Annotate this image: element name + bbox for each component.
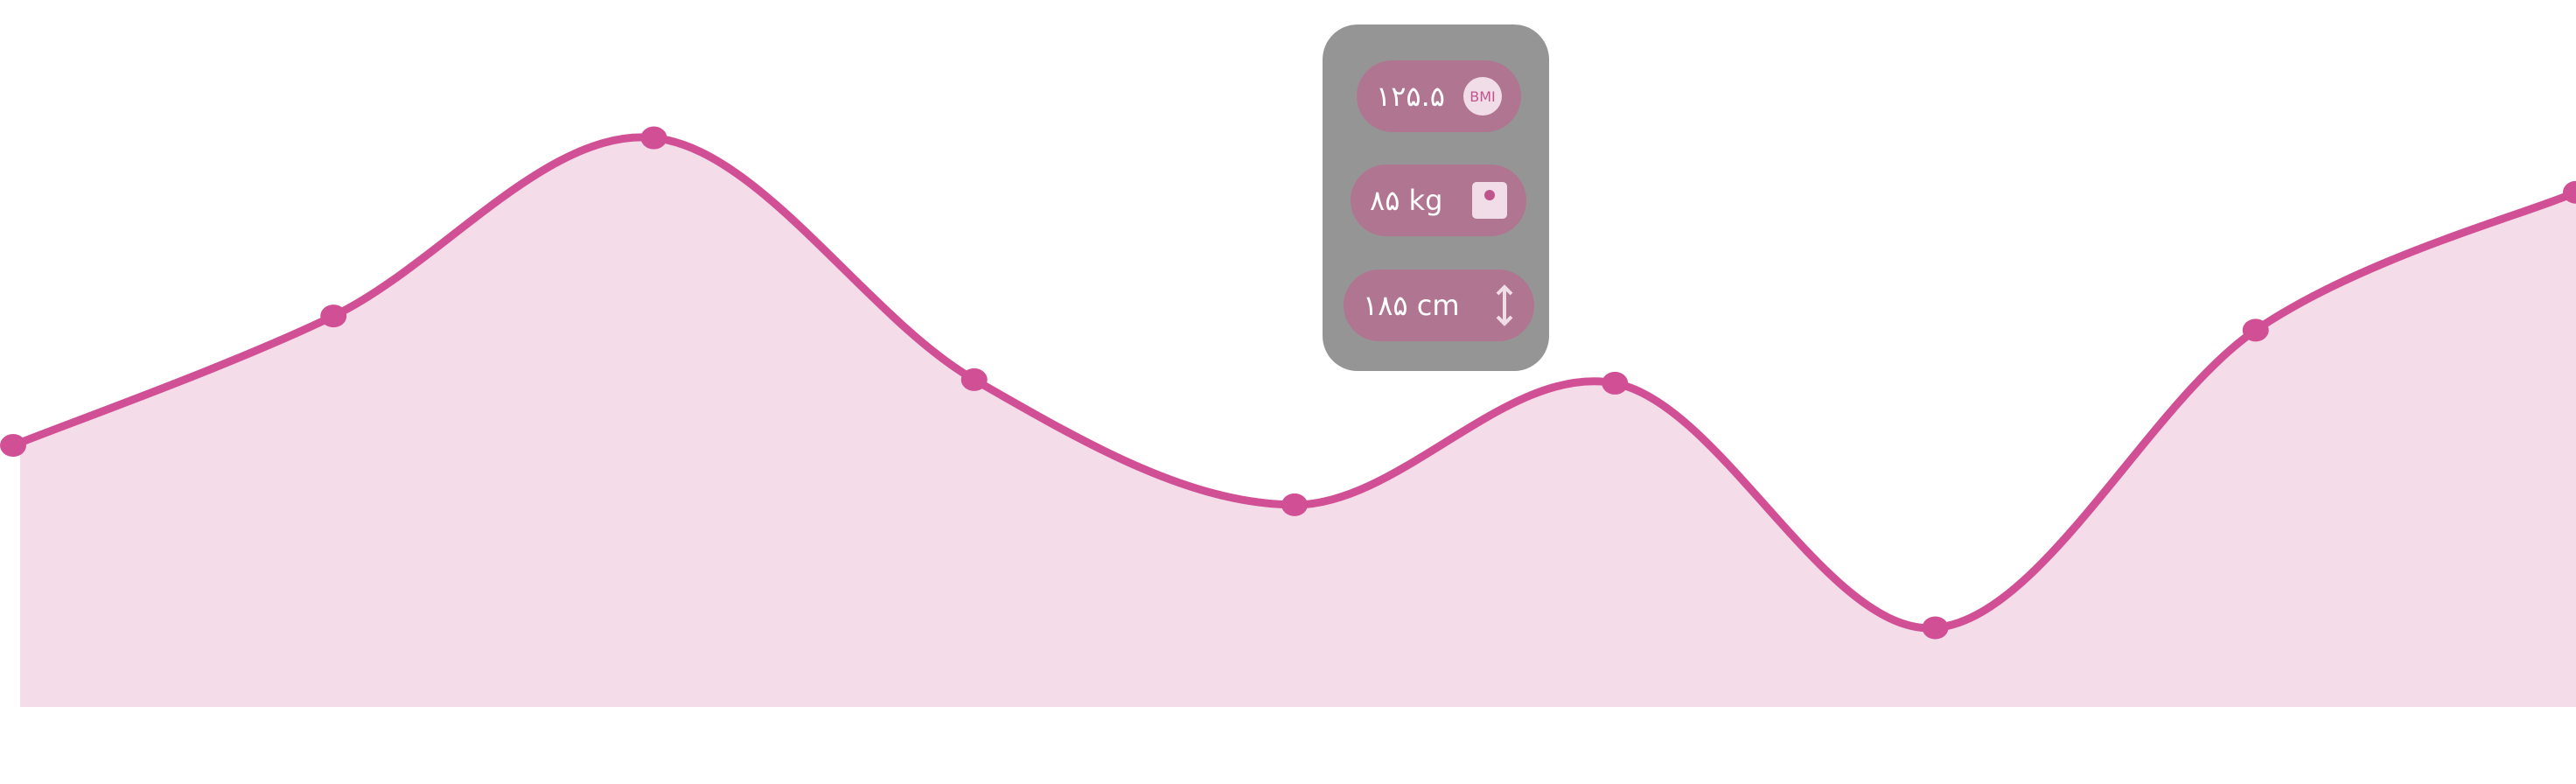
tooltip-card: ۱۲۵.۵ BMI ۸۵ kg ۱۸۵ cm: [1323, 24, 1549, 371]
point: [1281, 493, 1308, 516]
point: [320, 304, 347, 328]
weight-value: ۸۵ kg: [1370, 184, 1443, 217]
bmi-value: ۱۲۵.۵: [1376, 80, 1445, 113]
height-icon: [1496, 284, 1513, 326]
point: [2242, 318, 2269, 342]
weight-pill: ۸۵ kg: [1351, 164, 1526, 236]
height-pill: ۱۸۵ cm: [1344, 270, 1534, 341]
point: [1602, 371, 1629, 395]
point: [0, 434, 26, 458]
point: [2563, 180, 2576, 204]
line: [11, 133, 2576, 633]
bmi-pill: ۱۲۵.۵ BMI: [1357, 60, 1521, 132]
area-fill: [13, 136, 2576, 707]
scale-icon: [1472, 182, 1507, 219]
point: [640, 126, 667, 150]
bmi-icon: BMI: [1463, 77, 1502, 116]
point: [1922, 616, 1949, 640]
height-value: ۱۸۵ cm: [1363, 289, 1460, 322]
point: [960, 368, 988, 391]
